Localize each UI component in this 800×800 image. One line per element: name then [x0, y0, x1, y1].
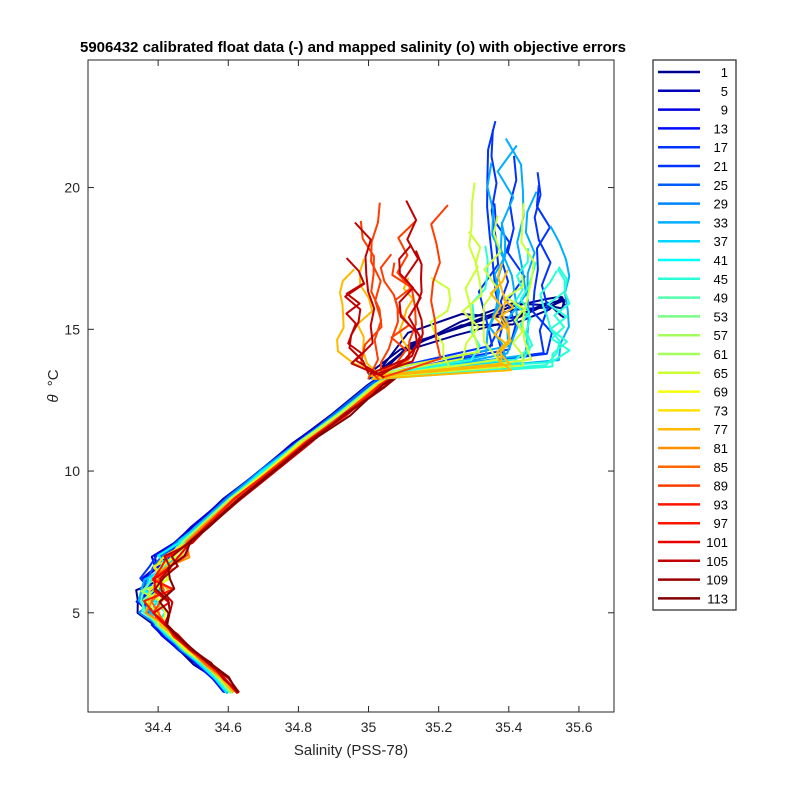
profile-line — [369, 244, 419, 375]
y-tick-label: 20 — [64, 180, 80, 196]
x-tick-label: 34.4 — [145, 719, 172, 735]
x-axis-label: Salinity (PSS-78) — [294, 742, 408, 759]
profile-line — [371, 129, 500, 374]
legend-label: 113 — [707, 591, 728, 606]
legend-label: 25 — [714, 178, 728, 193]
legend-label: 109 — [706, 573, 728, 588]
legend-label: 77 — [714, 422, 728, 437]
profile-line — [377, 269, 512, 378]
legend-label: 37 — [714, 234, 728, 249]
legend-label: 97 — [714, 516, 728, 531]
legend-label: 13 — [714, 121, 728, 136]
legend-label: 5 — [721, 84, 728, 99]
ticks-layer: 34.4 34.6 34.8 35 35.2 35.4 35.6 5 10 15 20 — [64, 60, 614, 735]
legend-label: 85 — [714, 460, 728, 475]
x-tick-label: 35.4 — [495, 719, 522, 735]
y-tick-label: 15 — [64, 321, 80, 337]
profile-line — [367, 182, 480, 374]
legend-label: 9 — [721, 103, 728, 118]
profile-line — [379, 215, 502, 379]
legend-label: 57 — [714, 328, 728, 343]
y-tick-label: 5 — [72, 605, 80, 621]
legend-label: 49 — [714, 291, 728, 306]
legend-entries: 1 5 9 13 17 21 25 29 33 37 41 45 49 53 57 61 65 69 73 77 81 8… — [658, 65, 728, 606]
profile-line — [377, 298, 566, 377]
profile-line — [354, 221, 385, 379]
profile-line — [376, 266, 568, 380]
legend-label: 81 — [714, 441, 728, 456]
profile-line — [380, 200, 422, 377]
legend-label: 89 — [714, 479, 728, 494]
legend-label: 93 — [714, 497, 728, 512]
profile-line — [159, 371, 403, 693]
profile-line — [369, 172, 552, 377]
profile-line — [356, 258, 382, 378]
x-tick-label: 35 — [361, 719, 377, 735]
y-axis-unit: °C — [45, 369, 62, 386]
legend-label: 53 — [714, 309, 728, 324]
x-tick-label: 34.8 — [285, 719, 312, 735]
y-axis-symbol: θ — [45, 394, 62, 402]
profile-line — [379, 253, 399, 377]
series-layer — [135, 120, 571, 695]
svg-text:θ °C: θ °C — [45, 369, 62, 402]
legend-label: 41 — [714, 253, 728, 268]
profile-line — [367, 263, 511, 378]
profile-line — [367, 295, 566, 375]
profile-line — [376, 219, 417, 378]
profile-line — [336, 268, 380, 376]
legend-label: 45 — [714, 272, 728, 287]
profile-line — [367, 202, 383, 380]
profile-line — [380, 144, 519, 381]
x-tick-label: 35.2 — [425, 719, 452, 735]
plot-area — [87, 59, 615, 713]
legend-label: 1 — [721, 65, 728, 80]
profile-line — [381, 204, 449, 379]
profile-line — [374, 230, 483, 376]
x-tick-label: 34.6 — [215, 719, 242, 735]
chart-title: 5906432 calibrated float data (-) and ma… — [80, 39, 626, 56]
legend-label: 29 — [714, 197, 728, 212]
legend-label: 65 — [714, 366, 728, 381]
profile-line — [158, 369, 406, 693]
legend-label: 105 — [706, 554, 728, 569]
profile-line — [373, 225, 571, 378]
profile-line — [378, 203, 535, 380]
legend-label: 101 — [706, 535, 728, 550]
legend: 1 5 9 13 17 21 25 29 33 37 41 45 49 53 57 61 65 69 73 77 81 8… — [652, 59, 737, 611]
legend-label: 17 — [714, 140, 728, 155]
legend-label: 69 — [714, 385, 728, 400]
profile-line — [380, 185, 553, 376]
legend-label: 73 — [714, 403, 728, 418]
legend-label: 33 — [714, 215, 728, 230]
profile-line — [344, 257, 370, 375]
legend-label: 61 — [714, 347, 728, 362]
x-tick-label: 35.6 — [565, 719, 592, 735]
profile-line — [372, 250, 424, 377]
legend-label: 21 — [714, 159, 728, 174]
profile-line — [380, 155, 526, 375]
y-axis-label: θ °C — [45, 369, 62, 402]
y-tick-label: 10 — [64, 463, 80, 479]
